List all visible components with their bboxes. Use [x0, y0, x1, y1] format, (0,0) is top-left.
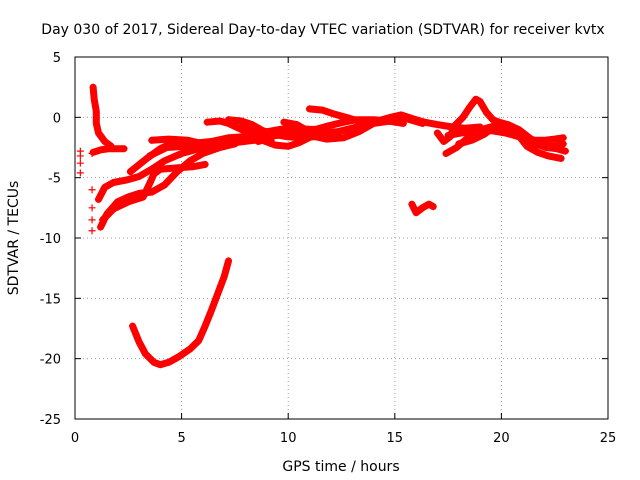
series-track-21	[129, 257, 232, 369]
endpoint-marker	[561, 147, 569, 155]
endpoint-marker	[476, 123, 484, 131]
endpoint-marker	[97, 223, 105, 231]
scatter-point	[88, 150, 96, 158]
endpoint-marker	[254, 137, 262, 145]
series-layer	[89, 83, 569, 369]
endpoint-marker	[280, 118, 288, 126]
x-tick-label: 5	[177, 431, 185, 446]
endpoint-marker	[231, 140, 239, 148]
y-tick-label: -10	[40, 232, 61, 247]
scatter-point	[88, 186, 96, 194]
scatter-point	[88, 204, 96, 212]
endpoint-marker	[225, 257, 233, 265]
series-track-1	[89, 145, 128, 156]
marker-layer	[76, 83, 569, 330]
scatter-point	[88, 216, 96, 224]
endpoint-marker	[107, 142, 115, 150]
endpoint-marker	[399, 119, 407, 127]
endpoint-marker	[146, 152, 154, 160]
y-tick-label: 0	[53, 111, 61, 126]
x-tick-label: 15	[387, 431, 404, 446]
endpoint-marker	[387, 117, 395, 125]
series-track-15	[361, 111, 484, 132]
series-track-20	[455, 121, 567, 150]
grid-layer	[75, 57, 608, 419]
series-track-4	[97, 140, 239, 231]
endpoint-marker	[361, 119, 369, 127]
endpoint-marker	[325, 129, 333, 137]
x-tick-label: 10	[280, 431, 297, 446]
y-tick-label: -25	[40, 413, 61, 428]
endpoint-marker	[126, 168, 134, 176]
endpoint-marker	[99, 216, 107, 224]
endpoint-marker	[419, 119, 427, 127]
series-track-19	[444, 127, 567, 144]
scatter-point	[88, 227, 96, 235]
endpoint-marker	[442, 150, 450, 158]
x-axis-label: GPS time / hours	[282, 459, 399, 475]
endpoint-marker	[94, 195, 102, 203]
series-track-5	[99, 160, 209, 224]
y-tick-label: -20	[40, 353, 61, 368]
endpoint-marker	[237, 123, 245, 131]
chart-title: Day 030 of 2017, Sidereal Day-to-day VTE…	[41, 22, 604, 38]
endpoint-marker	[559, 134, 567, 142]
endpoint-marker	[310, 131, 318, 139]
endpoint-marker	[225, 116, 233, 124]
endpoint-marker	[148, 136, 156, 144]
endpoint-marker	[210, 141, 218, 149]
y-tick-label: 5	[53, 51, 61, 66]
endpoint-marker	[203, 118, 211, 126]
endpoint-marker	[433, 129, 441, 137]
endpoint-marker	[557, 154, 565, 162]
y-axis-label: SDTVAR / TECUs	[6, 181, 22, 296]
endpoint-marker	[444, 131, 452, 139]
series-track-16	[408, 200, 437, 217]
y-tick-label: -15	[40, 292, 61, 307]
scatter-point	[76, 159, 84, 167]
endpoint-marker	[306, 105, 314, 113]
series-track-3	[95, 141, 218, 203]
endpoint-marker	[267, 136, 275, 144]
endpoint-marker	[129, 322, 137, 330]
endpoint-marker	[89, 148, 97, 156]
y-tick-label: -5	[48, 172, 61, 187]
endpoint-marker	[559, 140, 567, 148]
series-track-2	[89, 83, 115, 150]
ticks-layer	[74, 56, 609, 420]
endpoint-marker	[429, 203, 437, 211]
scatter-point	[76, 152, 84, 160]
endpoint-marker	[201, 160, 209, 168]
endpoint-marker	[455, 140, 463, 148]
endpoint-marker	[120, 145, 128, 153]
endpoint-marker	[408, 200, 416, 208]
endpoint-marker	[242, 133, 250, 141]
endpoint-marker	[274, 131, 282, 139]
y-tick-labels: -25 -20 -15 -10 -5 0 5	[40, 51, 61, 428]
endpoint-marker	[89, 83, 97, 91]
x-tick-label: 20	[493, 431, 510, 446]
series-track-9	[203, 117, 318, 150]
x-tick-labels: 0 5 10 15 20 25	[71, 431, 616, 446]
x-tick-label: 25	[600, 431, 617, 446]
scatter-point	[76, 169, 84, 177]
x-tick-label: 0	[71, 431, 79, 446]
